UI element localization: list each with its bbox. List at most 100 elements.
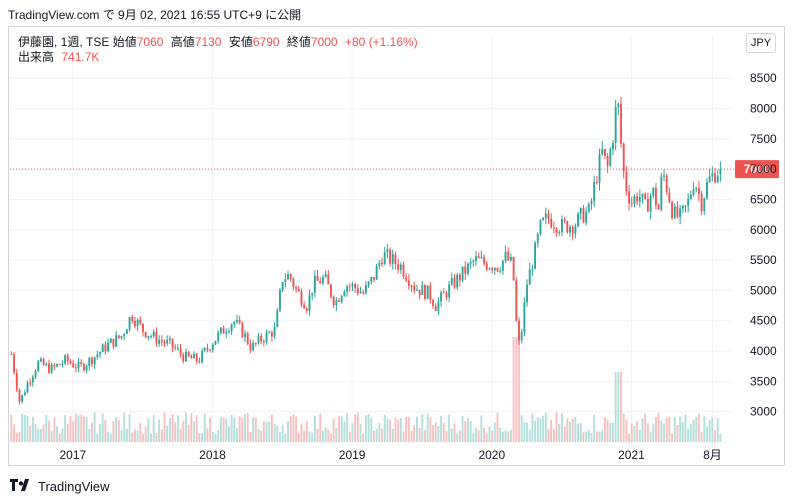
candle-body bbox=[617, 103, 620, 108]
high-label: 高値 bbox=[170, 35, 195, 49]
volume-bar bbox=[343, 421, 346, 442]
volume-bar bbox=[655, 416, 657, 442]
candle-body bbox=[39, 358, 42, 362]
candle-body bbox=[432, 299, 434, 307]
candle-body bbox=[582, 208, 585, 223]
currency-button[interactable]: JPY bbox=[746, 33, 776, 53]
candle-body bbox=[42, 358, 45, 366]
candle-body bbox=[222, 327, 225, 334]
volume-bar bbox=[287, 421, 289, 442]
candle-body bbox=[496, 267, 499, 272]
volume-bar bbox=[370, 417, 373, 442]
volume-bar bbox=[499, 427, 502, 442]
candle-body bbox=[442, 292, 445, 294]
symbol-label[interactable]: 伊藤園, 1週, TSE bbox=[18, 35, 110, 49]
candle-body bbox=[636, 196, 639, 202]
candle-body bbox=[566, 221, 569, 233]
volume-value: 741.7K bbox=[61, 50, 100, 64]
volume-bar bbox=[74, 413, 77, 442]
candle-body bbox=[711, 173, 714, 177]
volume-bar bbox=[335, 427, 338, 442]
volume-bar bbox=[31, 416, 34, 442]
volume-bar bbox=[526, 422, 528, 442]
volume-bar bbox=[595, 431, 598, 442]
candle-body bbox=[458, 274, 461, 281]
candle-body bbox=[437, 301, 440, 312]
volume-bar bbox=[58, 433, 61, 442]
volume-bar bbox=[214, 433, 217, 442]
candle-body bbox=[120, 336, 123, 338]
volume-bar bbox=[633, 425, 636, 442]
candle-body bbox=[174, 347, 177, 349]
candle-body bbox=[402, 264, 405, 277]
volume-bar bbox=[512, 337, 515, 442]
volume-bar bbox=[260, 430, 263, 442]
candle-body bbox=[628, 191, 631, 204]
candle-body bbox=[330, 284, 332, 297]
candle-body bbox=[426, 285, 429, 299]
candle-body bbox=[676, 206, 679, 217]
candle-body bbox=[311, 292, 314, 296]
volume-bar bbox=[700, 432, 703, 442]
candle-body bbox=[689, 194, 692, 199]
footer-branding: TradingView bbox=[10, 476, 110, 496]
brand-name[interactable]: TradingView bbox=[38, 478, 110, 494]
volume-bar bbox=[622, 413, 625, 442]
candle-body bbox=[386, 249, 389, 252]
volume-bar bbox=[147, 418, 150, 442]
volume-bar bbox=[362, 433, 365, 442]
candle-body bbox=[440, 292, 443, 302]
volume-bar bbox=[469, 421, 472, 442]
candle-body bbox=[61, 363, 64, 365]
candle-body bbox=[523, 302, 526, 333]
volume-bar bbox=[80, 414, 83, 442]
volume-bar bbox=[217, 430, 220, 442]
candle-body bbox=[29, 382, 32, 384]
candle-body bbox=[74, 367, 77, 369]
candle-body bbox=[233, 321, 236, 325]
candle-body bbox=[289, 273, 292, 279]
candle-body bbox=[354, 283, 357, 289]
volume-bar bbox=[227, 426, 230, 442]
candle-body bbox=[104, 344, 107, 352]
candle-body bbox=[270, 332, 273, 337]
volume-bar bbox=[289, 416, 292, 442]
candle-body bbox=[182, 354, 185, 362]
volume-bar bbox=[42, 424, 45, 442]
volume-bar bbox=[440, 415, 443, 442]
volume-bar bbox=[171, 414, 174, 442]
y-tick-label: 4500 bbox=[750, 314, 777, 328]
candle-body bbox=[123, 334, 126, 337]
volume-bars bbox=[10, 337, 722, 442]
volume-bar bbox=[166, 425, 169, 442]
volume-bar bbox=[367, 413, 370, 442]
volume-bar bbox=[421, 414, 424, 442]
volume-bar bbox=[523, 422, 526, 442]
volume-bar bbox=[85, 417, 88, 442]
volume-bar bbox=[209, 417, 212, 442]
candle-body bbox=[144, 331, 147, 338]
candle-body bbox=[190, 355, 193, 359]
volume-bar bbox=[606, 419, 609, 442]
volume-bar bbox=[359, 423, 362, 442]
candle-body bbox=[550, 218, 553, 228]
candle-body bbox=[201, 350, 204, 363]
candle-body bbox=[378, 262, 381, 266]
candle-body bbox=[697, 188, 700, 195]
open-value: 7060 bbox=[136, 35, 164, 49]
volume-bar bbox=[684, 414, 687, 442]
candle-body bbox=[281, 282, 284, 290]
candle-body bbox=[397, 264, 400, 270]
volume-bar bbox=[614, 372, 617, 442]
candle-body bbox=[383, 251, 386, 265]
volume-bar bbox=[107, 432, 110, 442]
candle-body bbox=[389, 249, 392, 264]
candle-body bbox=[595, 182, 598, 184]
volume-bar bbox=[338, 416, 340, 442]
volume-bar bbox=[475, 428, 477, 442]
candle-body bbox=[477, 256, 480, 259]
volume-bar bbox=[547, 428, 550, 442]
volume-bar bbox=[703, 416, 706, 442]
candle-body bbox=[612, 142, 614, 150]
candle-body bbox=[630, 203, 633, 205]
